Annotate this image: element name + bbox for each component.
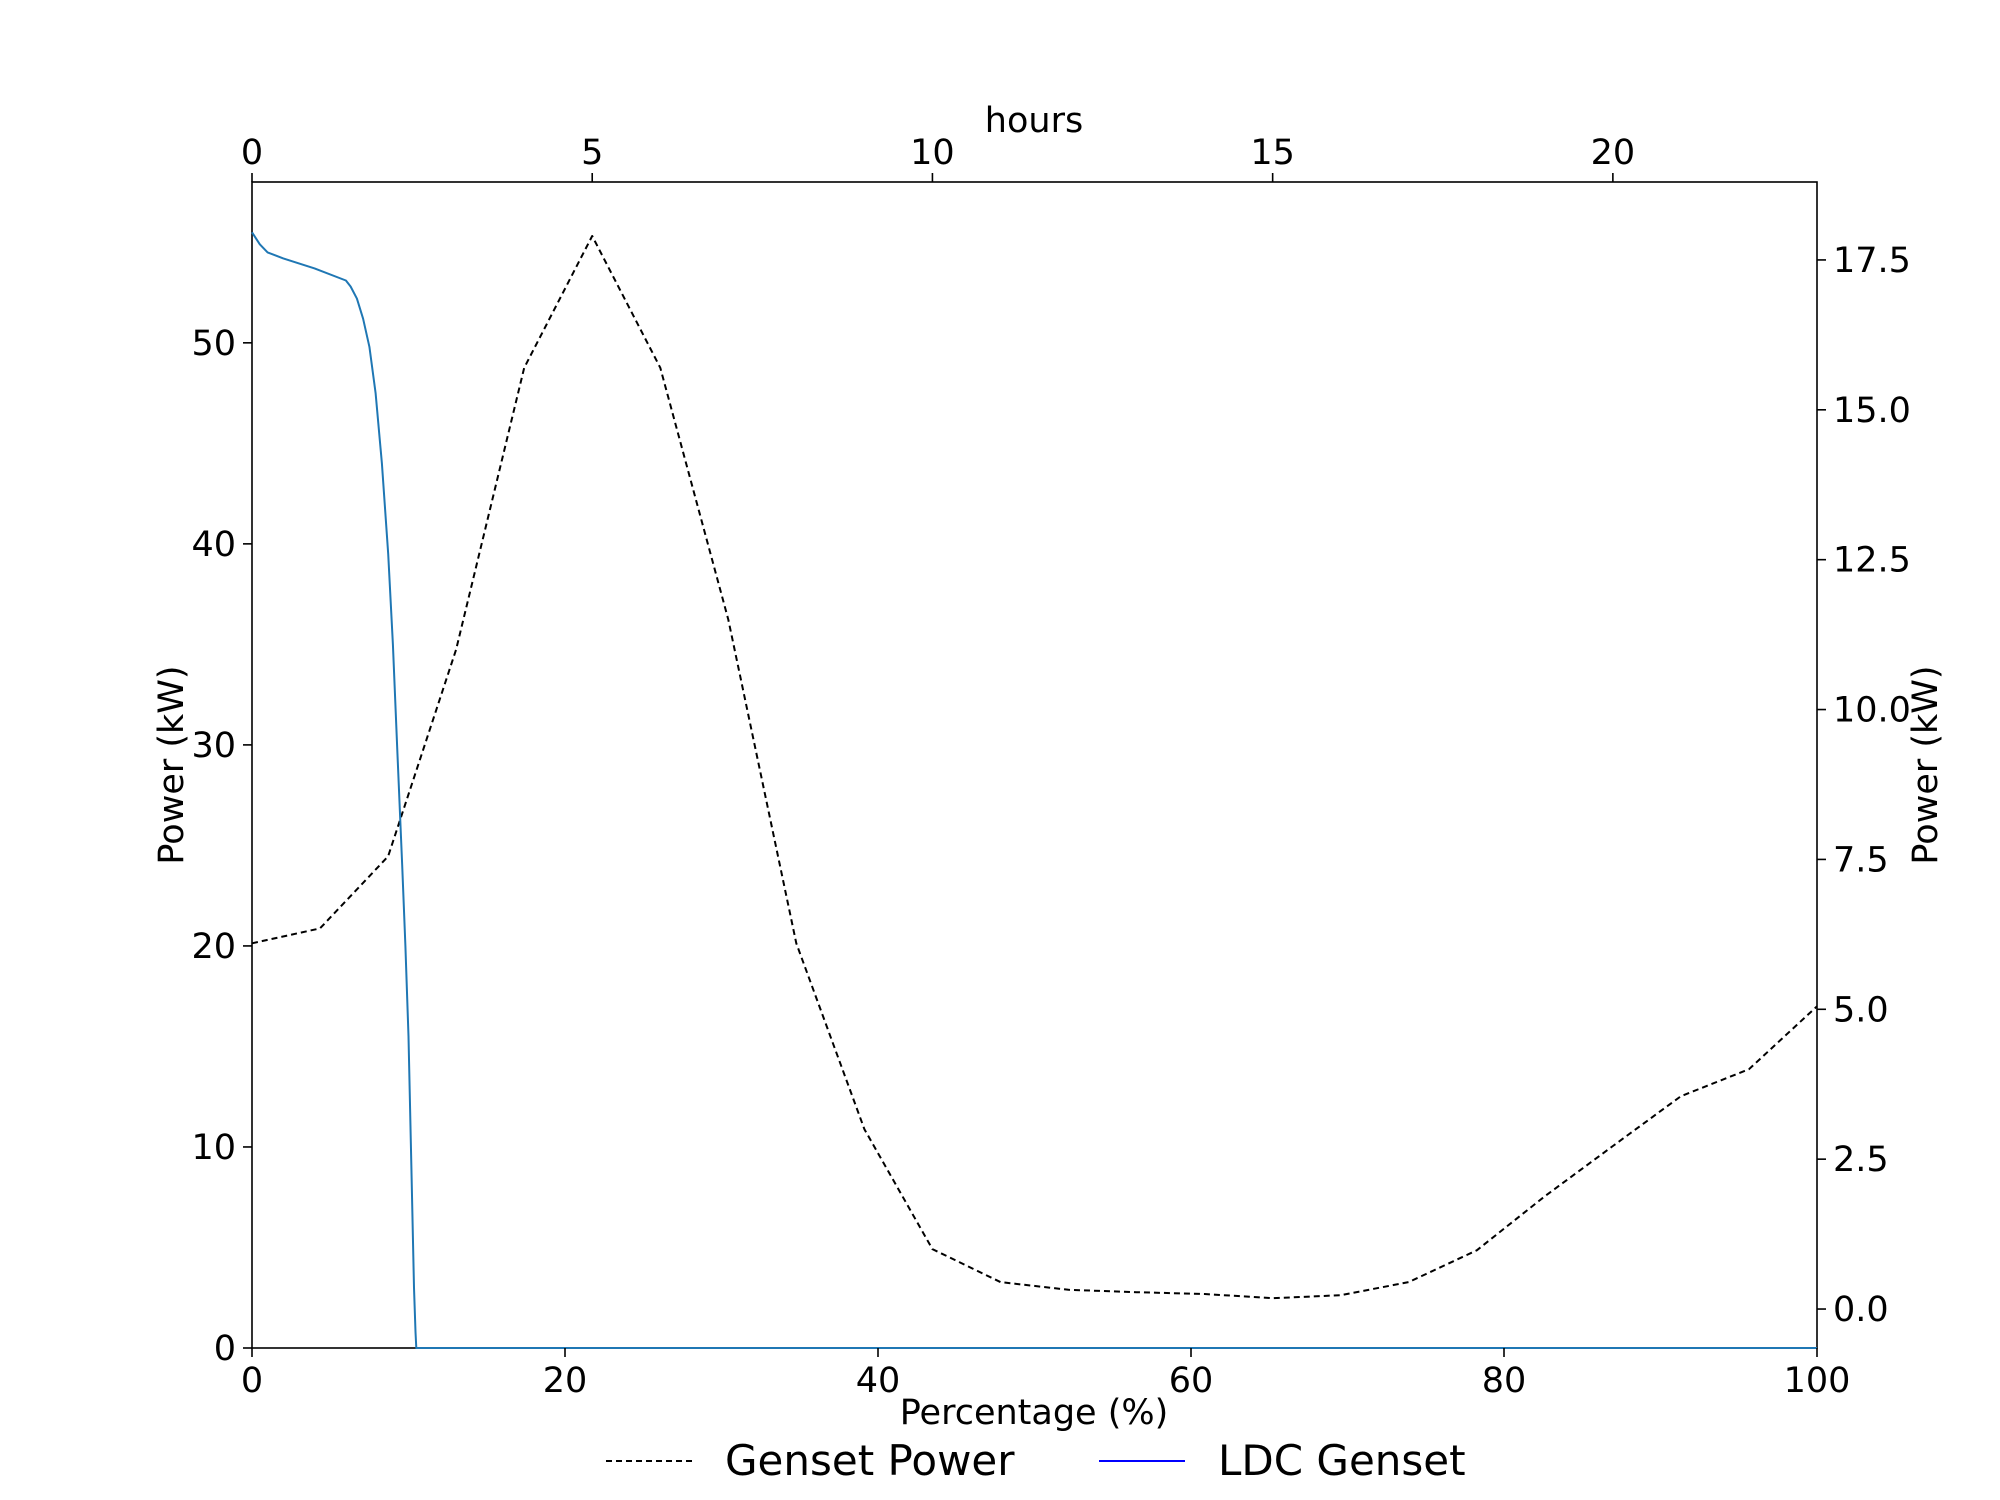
x-bottom-tick-label: 40 bbox=[856, 1361, 901, 1401]
x-top-tick-label: 20 bbox=[1591, 133, 1636, 173]
legend-label-genset-power: Genset Power bbox=[725, 1436, 1015, 1485]
x-top-tick-label: 15 bbox=[1250, 133, 1295, 173]
y-right-tick-label: 10.0 bbox=[1833, 691, 1911, 731]
x-bottom-tick-label: 20 bbox=[543, 1361, 588, 1401]
plot-area bbox=[251, 181, 1818, 1349]
y-right-axis-title: Power (kW) bbox=[1906, 665, 1946, 864]
right-axis-ticks: 0.0 2.5 5.0 7.5 10.0 12.5 15.0 17.5 bbox=[1817, 241, 1911, 1330]
x-bottom-tick-label: 80 bbox=[1482, 1361, 1527, 1401]
legend: Genset Power LDC Genset bbox=[606, 1436, 1466, 1485]
y-right-tick-label: 0.0 bbox=[1833, 1290, 1889, 1330]
x-bottom-axis-title: Percentage (%) bbox=[900, 1393, 1169, 1433]
y-right-tick-label: 15.0 bbox=[1833, 391, 1911, 431]
x-top-axis-title: hours bbox=[985, 101, 1083, 141]
series-layer bbox=[251, 231, 1818, 1349]
top-axis-ticks: 0 5 10 15 20 bbox=[241, 133, 1635, 182]
x-bottom-tick-label: 60 bbox=[1169, 1361, 1214, 1401]
y-left-tick-label: 0 bbox=[214, 1329, 236, 1369]
y-right-tick-label: 7.5 bbox=[1833, 840, 1889, 880]
x-top-tick-label: 5 bbox=[581, 133, 603, 173]
y-left-tick-label: 20 bbox=[191, 927, 236, 967]
bottom-axis-ticks: 0 20 40 60 80 100 bbox=[241, 1348, 1851, 1401]
left-axis-ticks: 0 10 20 30 40 50 bbox=[191, 324, 252, 1369]
x-bottom-tick-label: 100 bbox=[1784, 1361, 1851, 1401]
x-top-tick-label: 10 bbox=[910, 133, 955, 173]
x-bottom-tick-label: 0 bbox=[241, 1361, 263, 1401]
y-right-tick-label: 5.0 bbox=[1833, 990, 1889, 1030]
y-right-tick-label: 2.5 bbox=[1833, 1140, 1889, 1180]
y-left-axis-title: Power (kW) bbox=[152, 665, 192, 864]
y-left-tick-label: 40 bbox=[191, 525, 236, 565]
y-right-tick-label: 17.5 bbox=[1833, 241, 1911, 281]
y-right-tick-label: 12.5 bbox=[1833, 541, 1911, 581]
series-line-ldc-genset bbox=[251, 231, 1817, 1349]
legend-label-ldc-genset: LDC Genset bbox=[1218, 1436, 1466, 1485]
x-top-tick-label: 0 bbox=[241, 133, 263, 173]
y-left-tick-label: 30 bbox=[191, 726, 236, 766]
y-left-tick-label: 10 bbox=[191, 1128, 236, 1168]
y-left-tick-label: 50 bbox=[191, 324, 236, 364]
series-line-genset-power bbox=[251, 235, 1818, 1300]
